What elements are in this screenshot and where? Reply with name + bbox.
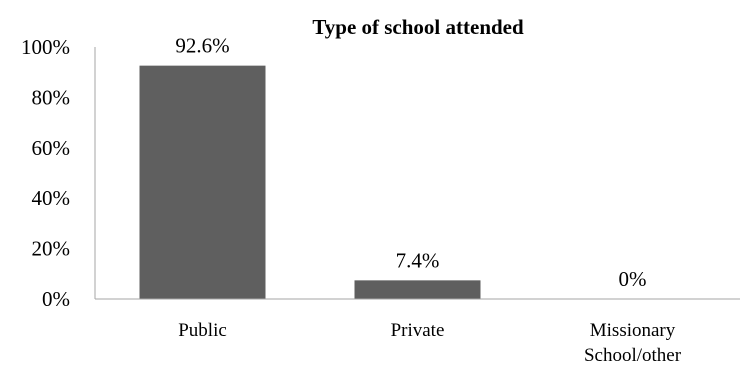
y-tick-label: 40%: [32, 186, 71, 210]
y-axis: 0% 20% 40% 60% 80% 100%: [21, 35, 96, 311]
y-tick-label: 60%: [32, 136, 71, 160]
x-category-label: Public: [178, 320, 227, 341]
bar: [354, 280, 481, 299]
data-label: 7.4%: [396, 248, 440, 272]
data-label: 0%: [619, 267, 647, 291]
x-axis: Public Private Missionary School/other: [95, 298, 740, 366]
data-labels: 92.6% 7.4% 0%: [175, 34, 646, 291]
y-tick-label: 0%: [42, 287, 70, 311]
x-category-label: Missionary: [590, 320, 676, 341]
y-tick-label: 20%: [32, 237, 71, 261]
x-category-label: Private: [391, 320, 445, 341]
x-category-label: School/other: [584, 345, 682, 366]
chart-title: Type of school attended: [312, 15, 524, 39]
data-label: 92.6%: [175, 34, 229, 58]
bars: [139, 65, 481, 299]
bar: [139, 65, 266, 299]
y-tick-label: 80%: [32, 85, 71, 109]
y-tick-label: 100%: [21, 35, 70, 59]
